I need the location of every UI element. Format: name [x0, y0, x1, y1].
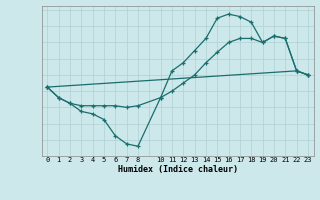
X-axis label: Humidex (Indice chaleur): Humidex (Indice chaleur) [118, 165, 237, 174]
